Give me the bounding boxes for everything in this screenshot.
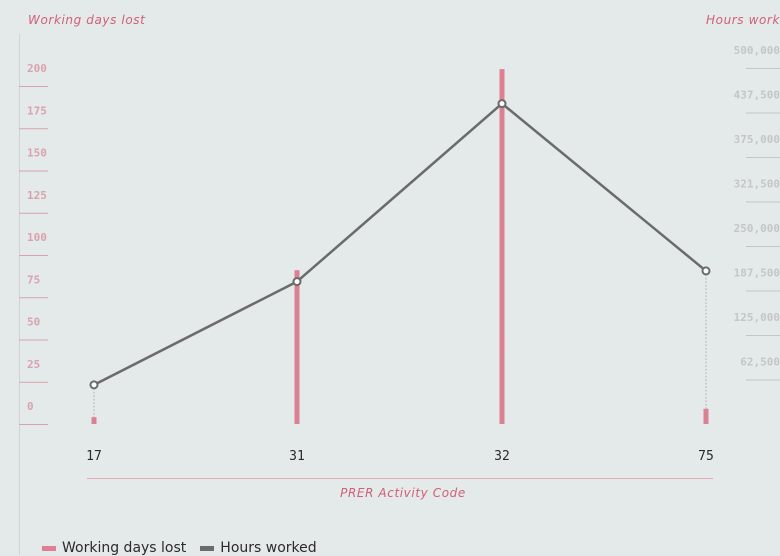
legend-item-hours-worked: Hours worked [200, 540, 317, 556]
right-tick-label: 250,000 [734, 222, 780, 235]
right-tick-label: 125,000 [734, 311, 780, 324]
right-tick-label: 437,500 [734, 89, 780, 102]
left-tick-label: 125 [27, 189, 47, 202]
right-tick-label: 62,500 [740, 356, 780, 369]
left-tick-label: 100 [27, 231, 47, 244]
bar-working-days-lost [703, 408, 709, 424]
left-tick-label: 50 [27, 316, 40, 329]
bar-working-days-lost [499, 69, 505, 424]
left-tick-label: 150 [27, 147, 47, 160]
legend-label-working-days: Working days lost [62, 540, 187, 556]
x-tick-label: 32 [494, 449, 510, 464]
left-tick-label: 25 [27, 358, 40, 371]
point-hours-worked [292, 277, 302, 287]
legend-swatch-working-days [42, 545, 56, 551]
legend: Working days lost Hours worked [42, 540, 317, 556]
x-axis-title: PRER Activity Code [340, 486, 466, 500]
left-tick-label: 75 [27, 273, 40, 286]
legend-swatch-hours-worked [200, 545, 215, 551]
legend-label-hours-worked: Hours worked [220, 540, 317, 556]
bar-working-days-lost [294, 270, 300, 424]
x-tick-label: 75 [698, 449, 714, 464]
right-tick-label: 375,000 [734, 133, 780, 146]
right-tick-label: 187,500 [734, 267, 780, 280]
left-tick-label: 0 [27, 400, 34, 413]
x-tick-label: 17 [86, 449, 102, 464]
left-axis-title: Working days lost [28, 13, 146, 27]
right-tick-label: 321,500 [734, 178, 780, 191]
x-tick-label: 31 [289, 449, 305, 464]
point-hours-worked [89, 380, 99, 390]
left-tick-label: 200 [27, 62, 47, 75]
right-tick-label: 500,000 [734, 44, 780, 57]
point-hours-worked [701, 266, 711, 276]
hours-worked-line [93, 102, 707, 386]
legend-item-working-days: Working days lost [42, 540, 186, 556]
right-axis-title: Hours worked [706, 13, 780, 27]
point-hours-worked [497, 99, 507, 109]
left-tick-label: 175 [27, 104, 47, 117]
